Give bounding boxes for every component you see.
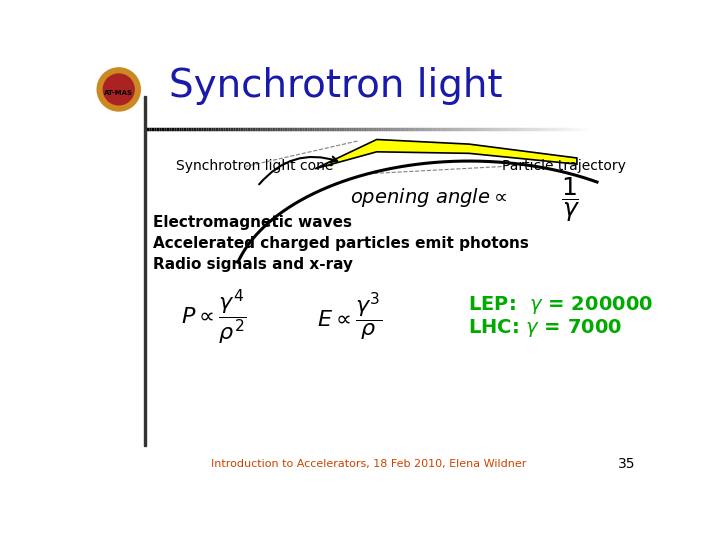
Text: AT-MAS: AT-MAS (104, 90, 133, 96)
Text: Synchrotron light: Synchrotron light (168, 68, 503, 105)
Text: Radio signals and x-ray: Radio signals and x-ray (153, 258, 354, 273)
Text: LEP:  $\gamma$ = 200000: LEP: $\gamma$ = 200000 (467, 294, 653, 316)
Text: $E \propto \dfrac{\gamma^3}{\rho}$: $E \propto \dfrac{\gamma^3}{\rho}$ (317, 291, 382, 343)
Polygon shape (315, 139, 577, 168)
Text: $P \propto \dfrac{\gamma^4}{\rho^2}$: $P \propto \dfrac{\gamma^4}{\rho^2}$ (181, 287, 246, 347)
Bar (144, 96, 146, 446)
Text: LHC: $\gamma$ = 7000: LHC: $\gamma$ = 7000 (467, 317, 622, 339)
Text: $\mathit{opening\ angle}\propto$: $\mathit{opening\ angle}\propto$ (350, 186, 507, 209)
Text: Introduction to Accelerators, 18 Feb 2010, Elena Wildner: Introduction to Accelerators, 18 Feb 201… (211, 458, 527, 469)
Circle shape (104, 74, 134, 105)
Text: Accelerated charged particles emit photons: Accelerated charged particles emit photo… (153, 236, 529, 251)
Circle shape (97, 68, 140, 111)
Text: Electromagnetic waves: Electromagnetic waves (153, 215, 352, 230)
Text: $\dfrac{1}{\gamma}$: $\dfrac{1}{\gamma}$ (562, 175, 580, 224)
Text: Synchrotron light cone: Synchrotron light cone (176, 159, 334, 173)
Text: 35: 35 (618, 457, 636, 471)
Text: Particle trajectory: Particle trajectory (503, 159, 626, 173)
